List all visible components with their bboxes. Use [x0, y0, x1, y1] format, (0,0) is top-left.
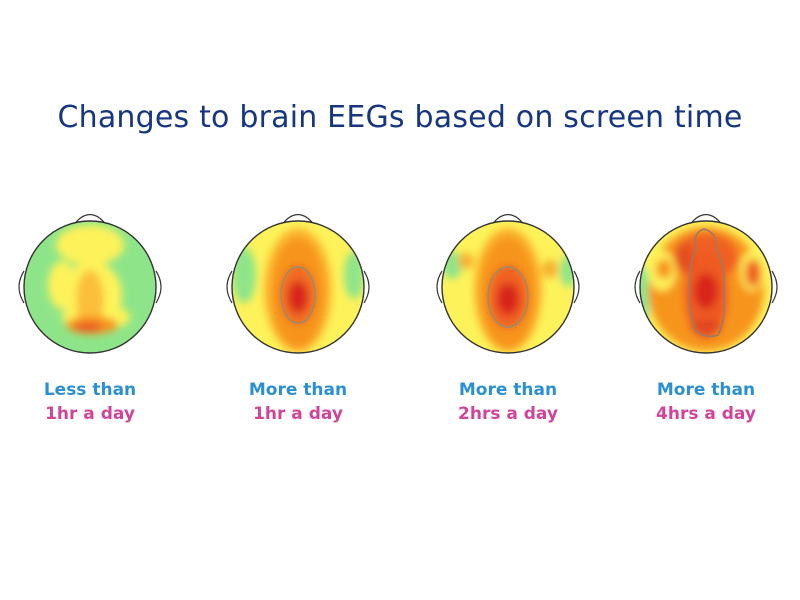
- left-ear-icon: [18, 270, 25, 304]
- nose-icon: [493, 213, 523, 223]
- map-label-line2: 2hrs a day: [458, 404, 558, 424]
- eeg-map-more-than-1hr: More than 1hr a day: [218, 205, 378, 435]
- left-ear-icon: [226, 270, 233, 304]
- eeg-map-more-than-2hrs: More than 2hrs a day: [428, 205, 588, 435]
- nose-icon: [691, 213, 721, 223]
- head-outline: [441, 220, 575, 354]
- map-label-line2: 4hrs a day: [656, 404, 756, 424]
- head-outline: [23, 220, 157, 354]
- head-map: [226, 213, 370, 354]
- map-label-line1: Less than: [43, 380, 137, 400]
- map-label-line2: 1hr a day: [253, 404, 343, 424]
- eeg-map-less-than-1hr: Less than 1hr a day: [10, 205, 170, 435]
- left-ear-icon: [436, 270, 443, 304]
- right-ear-icon: [573, 270, 580, 304]
- nose-icon: [283, 213, 313, 223]
- head-map: [18, 213, 162, 354]
- diagram-title: Changes to brain EEGs based on screen ti…: [57, 100, 743, 135]
- right-ear-icon: [363, 270, 370, 304]
- nose-icon: [75, 213, 105, 223]
- right-ear-icon: [155, 270, 162, 304]
- right-ear-icon: [771, 270, 778, 304]
- map-label-line1: More than: [248, 380, 348, 400]
- map-label-line2: 1hr a day: [45, 404, 135, 424]
- head-map: [634, 213, 778, 354]
- map-label-line1: More than: [458, 380, 558, 400]
- eeg-map-more-than-4hrs: More than 4hrs a day: [626, 205, 786, 435]
- left-ear-icon: [634, 270, 641, 304]
- head-outline: [231, 220, 365, 354]
- map-label-line1: More than: [656, 380, 756, 400]
- head-outline: [639, 220, 773, 354]
- head-map: [436, 213, 580, 354]
